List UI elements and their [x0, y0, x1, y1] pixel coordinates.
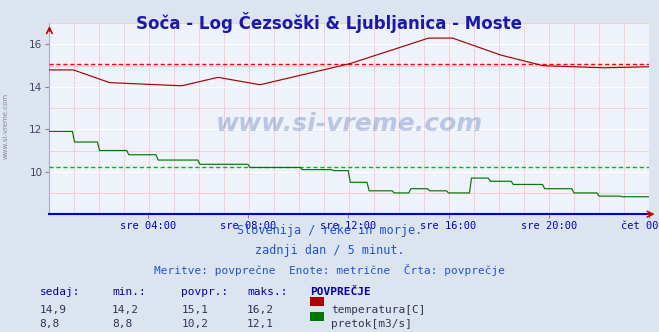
- Text: POVPREČJE: POVPREČJE: [310, 287, 370, 297]
- Text: temperatura[C]: temperatura[C]: [331, 305, 425, 315]
- Text: 16,2: 16,2: [247, 305, 274, 315]
- Text: 8,8: 8,8: [112, 319, 132, 329]
- Text: 15,1: 15,1: [181, 305, 208, 315]
- Text: Slovenija / reke in morje.: Slovenija / reke in morje.: [237, 224, 422, 237]
- Text: 14,9: 14,9: [40, 305, 67, 315]
- Text: povpr.:: povpr.:: [181, 287, 229, 297]
- Text: maks.:: maks.:: [247, 287, 287, 297]
- Text: www.si-vreme.com: www.si-vreme.com: [215, 113, 483, 136]
- Text: 12,1: 12,1: [247, 319, 274, 329]
- Text: pretok[m3/s]: pretok[m3/s]: [331, 319, 412, 329]
- Text: sedaj:: sedaj:: [40, 287, 80, 297]
- Text: www.si-vreme.com: www.si-vreme.com: [2, 93, 9, 159]
- Text: 10,2: 10,2: [181, 319, 208, 329]
- Text: 8,8: 8,8: [40, 319, 60, 329]
- Text: zadnji dan / 5 minut.: zadnji dan / 5 minut.: [254, 244, 405, 257]
- Text: 14,2: 14,2: [112, 305, 139, 315]
- Text: Meritve: povprečne  Enote: metrične  Črta: povprečje: Meritve: povprečne Enote: metrične Črta:…: [154, 264, 505, 276]
- Text: min.:: min.:: [112, 287, 146, 297]
- Text: Soča - Log Čezsoški & Ljubljanica - Moste: Soča - Log Čezsoški & Ljubljanica - Most…: [136, 12, 523, 33]
